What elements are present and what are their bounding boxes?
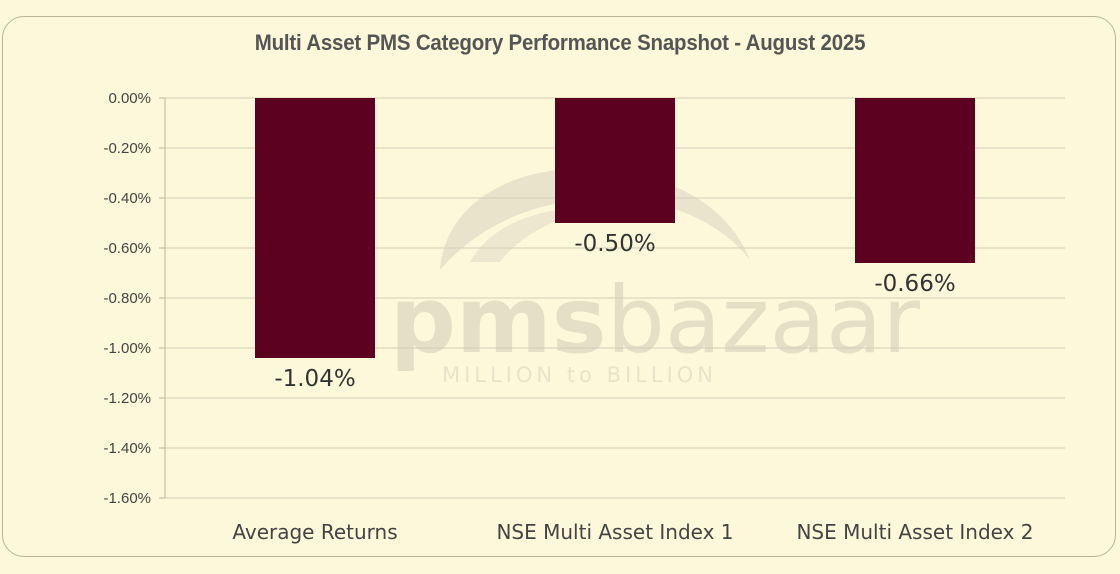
- y-tick-label: -1.20%: [103, 390, 151, 407]
- y-tick-label: -0.60%: [103, 240, 151, 257]
- y-tick-label: -1.40%: [103, 440, 151, 457]
- bar: [255, 98, 375, 358]
- y-tick-label: -0.80%: [103, 290, 151, 307]
- bars: [255, 98, 975, 358]
- bar: [855, 98, 975, 263]
- category-label: NSE Multi Asset Index 2: [796, 520, 1033, 544]
- data-label: -0.66%: [874, 271, 955, 297]
- watermark-brand: pmsbazaar: [390, 267, 920, 374]
- labels: 0.00% -0.20% -0.40% -0.60% -0.80% -1.00% -1.20…: [103, 90, 1033, 544]
- y-tick-label: -1.00%: [103, 340, 151, 357]
- y-tick-label: -0.20%: [103, 140, 151, 157]
- data-label: -1.04%: [274, 366, 355, 392]
- category-label: Average Returns: [232, 520, 397, 544]
- watermark-logo: pmsbazaar MILLION to BILLION: [390, 168, 920, 387]
- y-tick-label: -0.40%: [103, 190, 151, 207]
- y-tick-label: 0.00%: [108, 90, 151, 107]
- watermark-tagline: MILLION to BILLION: [442, 363, 717, 387]
- bar: [555, 98, 675, 223]
- data-label: -0.50%: [574, 231, 655, 257]
- category-label: NSE Multi Asset Index 1: [496, 520, 733, 544]
- chart-title: Multi Asset PMS Category Performance Sna…: [254, 30, 866, 55]
- y-tick-label: -1.60%: [103, 490, 151, 507]
